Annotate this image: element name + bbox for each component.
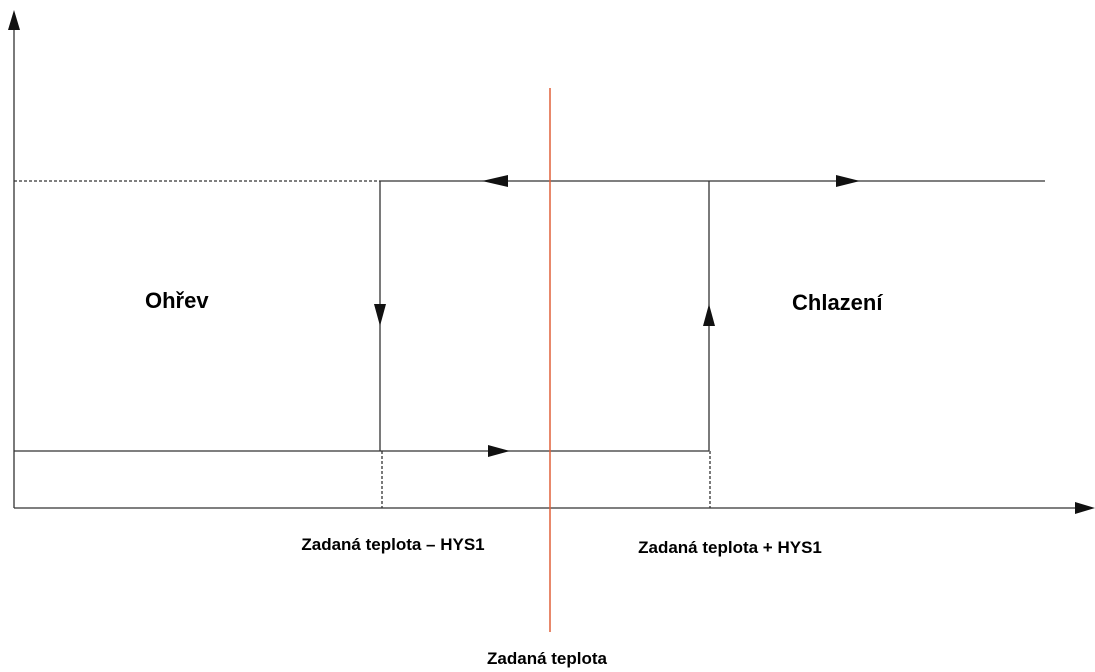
heating-label: Ohřev: [145, 288, 209, 313]
arrow-down: [374, 304, 386, 326]
arrow-bottom: [488, 445, 510, 457]
lower-label: Zadaná teplota – HYS1: [301, 535, 484, 554]
arrows: [8, 10, 1095, 514]
arrow-left: [482, 175, 508, 187]
x-arrow: [1075, 502, 1095, 514]
arrow-up: [703, 304, 715, 326]
y-arrow: [8, 10, 20, 30]
upper-label: Zadaná teplota + HYS1: [638, 538, 822, 557]
cooling-label: Chlazení: [792, 290, 883, 315]
arrow-right: [836, 175, 860, 187]
setpoint-label: Zadaná teplota: [487, 649, 608, 668]
